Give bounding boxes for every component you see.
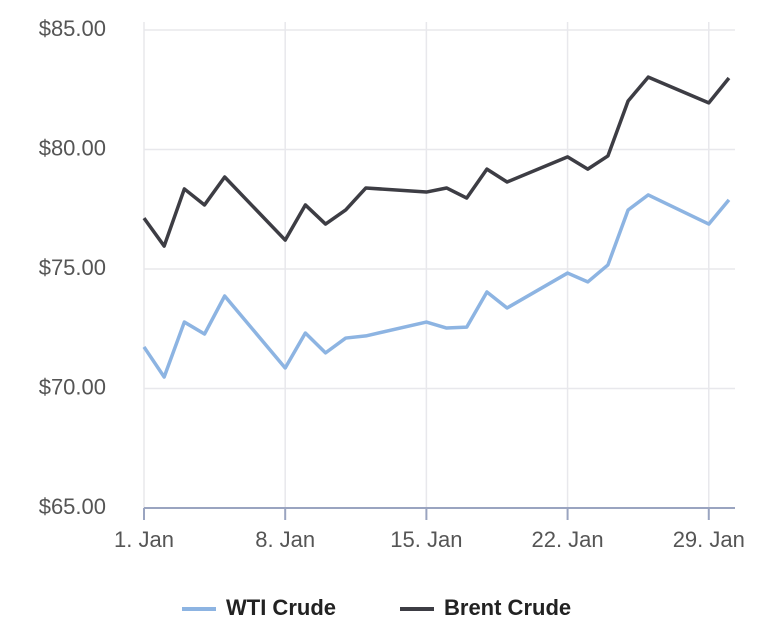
- y-tick-label: $65.00: [39, 494, 106, 519]
- y-tick-label: $75.00: [39, 255, 106, 280]
- legend-label: WTI Crude: [226, 595, 336, 620]
- y-tick-label: $80.00: [39, 135, 106, 160]
- y-tick-label: $85.00: [39, 16, 106, 41]
- y-tick-label: $70.00: [39, 374, 106, 399]
- series-line: [142, 75, 731, 248]
- x-tick-label: 1. Jan: [114, 527, 174, 552]
- x-tick-label: 22. Jan: [531, 527, 603, 552]
- legend-label: Brent Crude: [444, 595, 571, 620]
- x-tick-label: 8. Jan: [255, 527, 315, 552]
- x-tick-label: 29. Jan: [673, 527, 745, 552]
- x-tick-label: 15. Jan: [390, 527, 462, 552]
- series-line: [142, 193, 731, 379]
